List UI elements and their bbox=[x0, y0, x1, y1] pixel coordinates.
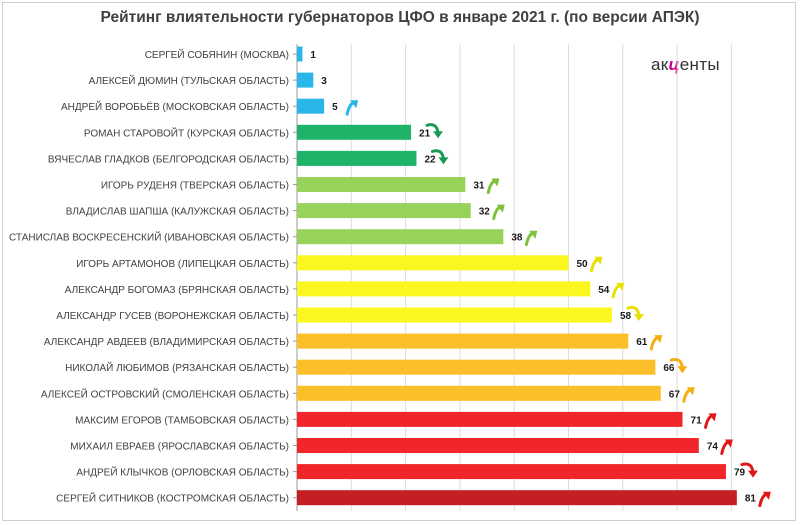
bar bbox=[297, 124, 412, 140]
trend-up-arrow-icon bbox=[590, 256, 603, 273]
data-label: 67 bbox=[669, 389, 681, 400]
trend-arrow-head bbox=[350, 100, 359, 109]
category-label: АЛЕКСЕЙ ДЮМИН (ТУЛЬСКАЯ ОБЛАСТЬ) bbox=[89, 74, 289, 87]
data-label: 54 bbox=[598, 285, 610, 296]
data-label: 3 bbox=[321, 76, 327, 87]
bar bbox=[297, 203, 471, 219]
category-label: ИГОРЬ АРТАМОНОВ (ЛИПЕЦКАЯ ОБЛАСТЬ) bbox=[76, 259, 289, 270]
data-label: 61 bbox=[636, 337, 648, 348]
category-label: МАКСИМ ЕГОРОВ (ТАМБОВСКАЯ ОБЛАСТЬ) bbox=[75, 415, 289, 426]
bar bbox=[297, 72, 314, 88]
category-label: СЕРГЕЙ СИТНИКОВ (КОСТРОМСКАЯ ОБЛАСТЬ) bbox=[56, 492, 289, 505]
logo-suffix: енты bbox=[679, 55, 720, 74]
bar bbox=[297, 438, 699, 453]
trend-up-arrow-icon bbox=[758, 491, 771, 508]
category-label: АНДРЕЙ ВОРОБЬЁВ (МОСКОВСКАЯ ОБЛАСТЬ) bbox=[61, 100, 289, 113]
bar bbox=[297, 229, 504, 245]
trend-arrow-head bbox=[677, 366, 688, 374]
category-label: АЛЕКСАНДР АВДЕЕВ (ВЛАДИМИРСКАЯ ОБЛАСТЬ) bbox=[44, 337, 289, 348]
bar bbox=[297, 385, 661, 401]
category-label: НИКОЛАЙ ЛЮБИМОВ (РЯЗАНСКАЯ ОБЛАСТЬ) bbox=[65, 361, 289, 374]
bar bbox=[297, 150, 417, 166]
data-label: 50 bbox=[577, 259, 589, 270]
trend-up-arrow-icon bbox=[486, 178, 500, 194]
trend-up-arrow-icon bbox=[682, 387, 695, 403]
bar bbox=[297, 255, 569, 271]
category-label: АНДРЕЙ КЛЫЧКОВ (ОРЛОВСКАЯ ОБЛАСТЬ) bbox=[76, 466, 289, 479]
category-label: АЛЕКСАНДР ГУСЕВ (ВОРОНЕЖСКАЯ ОБЛАСТЬ) bbox=[56, 311, 289, 322]
trend-arrow-head bbox=[633, 314, 644, 321]
bar bbox=[297, 333, 629, 349]
category-label: ИГОРЬ РУДЕНЯ (ТВЕРСКАЯ ОБЛАСТЬ) bbox=[101, 181, 289, 192]
bar bbox=[297, 307, 612, 323]
bar bbox=[297, 464, 726, 480]
trend-arrow-head bbox=[747, 470, 758, 478]
data-label: 74 bbox=[707, 442, 719, 453]
trend-down-arrow-icon bbox=[425, 123, 444, 139]
bar bbox=[297, 177, 466, 192]
category-label: СЕРГЕЙ СОБЯНИН (МОСКВА) bbox=[145, 48, 289, 61]
trend-arrow-head bbox=[762, 491, 771, 500]
data-label: 1 bbox=[310, 50, 316, 61]
trend-up-arrow-icon bbox=[720, 439, 733, 455]
category-label: СТАНИСЛАВ ВОСКРЕСЕНСКИЙ (ИВАНОВСКАЯ ОБЛА… bbox=[9, 231, 289, 244]
trend-arrow-head bbox=[686, 387, 695, 396]
data-label: 81 bbox=[745, 494, 757, 505]
logo-prefix: ак bbox=[651, 55, 669, 74]
bar bbox=[297, 281, 591, 297]
data-label: 79 bbox=[734, 468, 746, 479]
bar bbox=[297, 359, 656, 375]
category-label: МИХАИЛ ЕВРАЕВ (ЯРОСЛАВСКАЯ ОБЛАСТЬ) bbox=[70, 442, 289, 453]
data-label: 21 bbox=[419, 128, 431, 139]
data-label: 58 bbox=[620, 311, 632, 322]
trend-up-arrow-icon bbox=[611, 282, 625, 299]
trend-up-arrow-icon bbox=[649, 335, 663, 351]
category-label: ВЯЧЕСЛАВ ГЛАДКОВ (БЕЛГОРОДСКАЯ ОБЛАСТЬ) bbox=[48, 154, 289, 165]
category-label: АЛЕКСАНДР БОГОМАЗ (БРЯНСКАЯ ОБЛАСТЬ) bbox=[65, 285, 289, 296]
data-label: 22 bbox=[424, 154, 436, 165]
trend-arrow-head bbox=[594, 256, 603, 265]
bar bbox=[297, 411, 683, 427]
category-label: ВЛАДИСЛАВ ШАПША (КАЛУЖСКАЯ ОБЛАСТЬ) bbox=[66, 207, 289, 218]
data-label: 71 bbox=[691, 415, 703, 426]
data-label: 38 bbox=[511, 233, 523, 244]
trend-down-arrow-icon bbox=[430, 149, 449, 165]
trend-arrow-head bbox=[529, 230, 538, 239]
trend-up-arrow-icon bbox=[345, 100, 359, 116]
aktsenty-logo: акценты bbox=[651, 55, 720, 75]
trend-arrow-head bbox=[724, 439, 733, 448]
category-label: РОМАН СТАРОВОЙТ (КУРСКАЯ ОБЛАСТЬ) bbox=[84, 126, 289, 139]
data-label: 32 bbox=[479, 207, 491, 218]
trend-arrow-head bbox=[708, 413, 717, 422]
trend-arrow-head bbox=[654, 335, 663, 344]
data-label: 5 bbox=[332, 102, 338, 113]
trend-arrow-head bbox=[438, 157, 449, 165]
trend-arrow-head bbox=[496, 204, 505, 213]
trend-down-arrow-icon bbox=[669, 358, 688, 374]
trend-up-arrow-icon bbox=[704, 413, 717, 429]
bar bbox=[297, 98, 325, 114]
trend-down-arrow-icon bbox=[626, 305, 644, 321]
trend-arrow-head bbox=[491, 178, 500, 187]
logo-highlight: ц bbox=[668, 55, 680, 74]
data-label: 31 bbox=[473, 181, 485, 192]
trend-arrow-head bbox=[433, 131, 444, 139]
trend-down-arrow-icon bbox=[740, 462, 758, 478]
trend-arrow-head bbox=[616, 282, 625, 291]
data-label: 66 bbox=[663, 363, 675, 374]
trend-up-arrow-icon bbox=[524, 230, 538, 247]
bar bbox=[297, 490, 737, 506]
category-label: АЛЕКСЕЙ ОСТРОВСКИЙ (СМОЛЕНСКАЯ ОБЛАСТЬ) bbox=[41, 387, 289, 400]
chart-title: Рейтинг влиятельности губернаторов ЦФО в… bbox=[100, 9, 700, 26]
trend-up-arrow-icon bbox=[492, 204, 505, 221]
bar bbox=[297, 46, 303, 62]
